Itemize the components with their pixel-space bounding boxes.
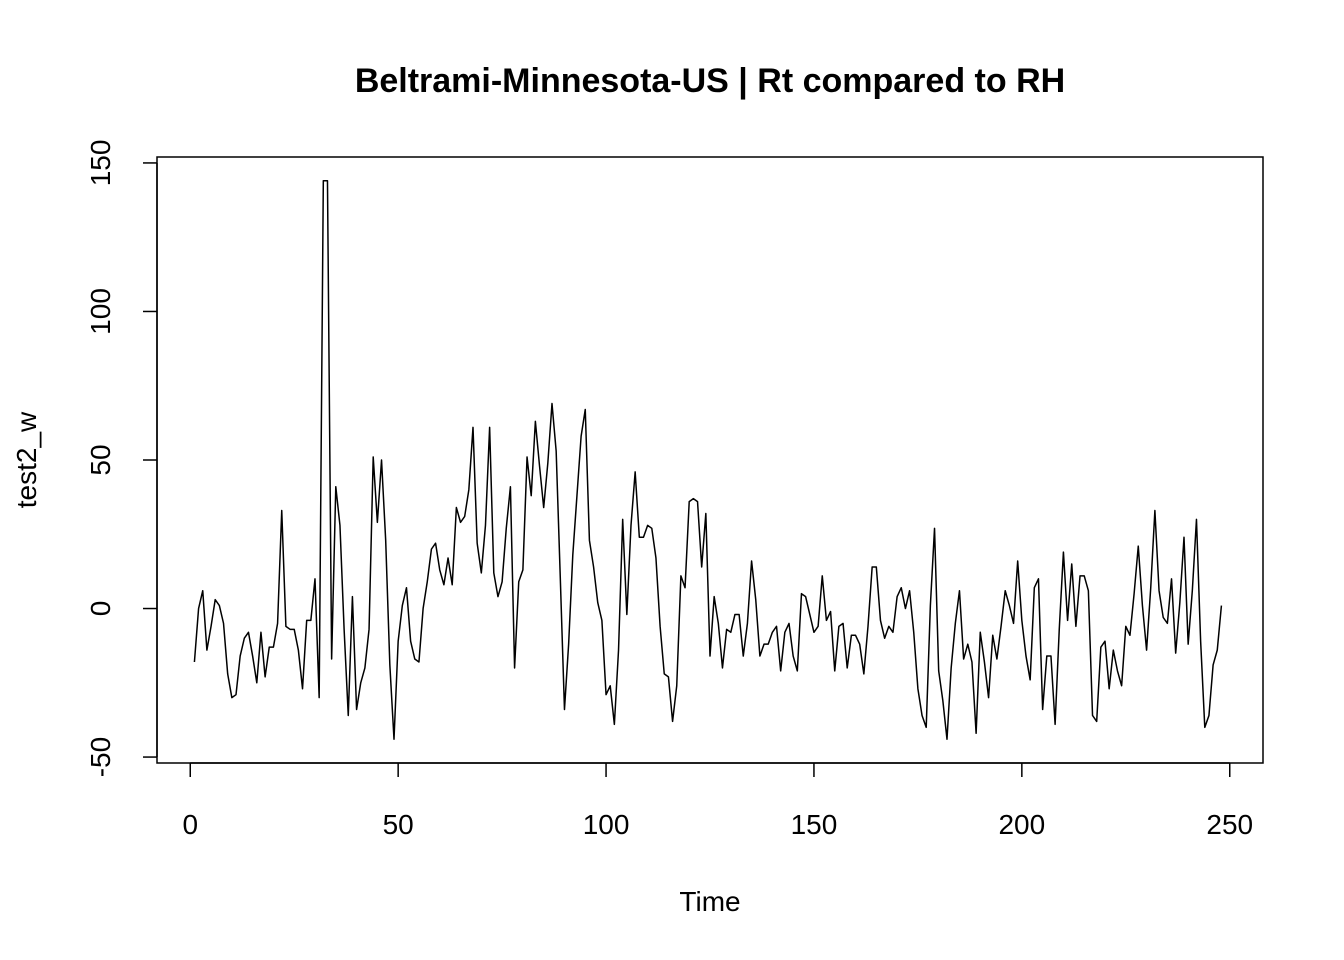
y-tick-label: 50: [85, 444, 116, 475]
x-axis: 0 50 100 150 200 250: [182, 762, 1253, 840]
x-tick-label: 200: [998, 809, 1045, 840]
y-axis: -50 0 50 100 150: [85, 140, 158, 777]
x-tick-label: 150: [791, 809, 838, 840]
y-tick-label: 100: [85, 288, 116, 335]
x-tick-label: 50: [383, 809, 414, 840]
y-axis-label: test2_w: [11, 411, 42, 508]
series-line: [193, 180, 1223, 740]
y-tick-label: -50: [85, 737, 116, 777]
x-tick-label: 0: [182, 809, 198, 840]
y-tick-label: 0: [85, 601, 116, 617]
x-axis-label: Time: [679, 886, 740, 917]
chart-title: Beltrami-Minnesota-US | Rt compared to R…: [355, 62, 1065, 100]
x-tick-label: 100: [583, 809, 630, 840]
x-tick-label: 250: [1206, 809, 1253, 840]
y-tick-label: 150: [85, 140, 116, 187]
